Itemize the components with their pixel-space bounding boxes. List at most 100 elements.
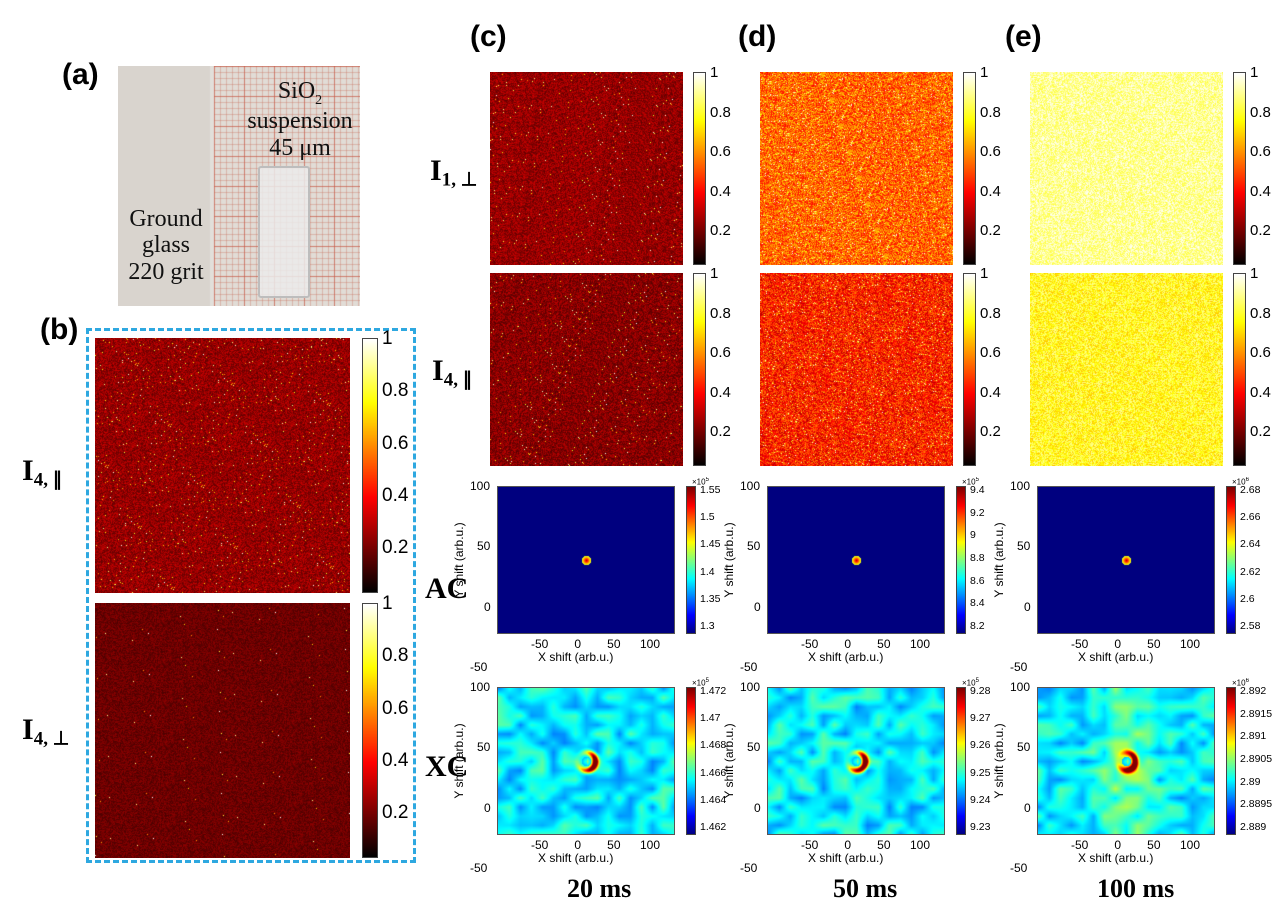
col1-colorbar-i4-tick: 1	[980, 265, 989, 282]
col1-xc-colorbar-tick: 9.24	[970, 793, 991, 806]
col0-ac-map-ytick: 0	[484, 599, 491, 614]
col0-speckle-i1-perp	[490, 72, 683, 265]
col1-ac-map	[767, 486, 945, 634]
col0-xc-colorbar-tick: 1.472	[700, 685, 727, 697]
col2-xc-map-ytick: -50	[1010, 861, 1028, 876]
panel-b-colorbar-top-tick: 0.8	[382, 380, 409, 402]
col2-ac-map-ytick: -50	[1010, 660, 1028, 675]
col2-ac-map-xtick: 50	[1147, 637, 1161, 651]
col2-colorbar-i1-tick: 0.4	[1250, 182, 1271, 200]
col1-xc-colorbar-tick: 9.26	[970, 739, 991, 752]
col1-xc-colorbar-tick: 9.27	[970, 712, 991, 725]
col2-xc-colorbar-tick: 2.891	[1240, 730, 1267, 743]
col0-xc-map-ytick: 0	[484, 800, 491, 815]
col1-ac-map-ytick: 50	[747, 539, 761, 554]
col0-xc-colorbar-tick: 1.468	[700, 739, 727, 752]
col2-ac-colorbar-tick: 2.58	[1240, 620, 1261, 632]
col2-xc-colorbar-tick: 2.8895	[1240, 798, 1273, 811]
col2-ac-colorbar-tick: 2.62	[1240, 565, 1261, 578]
col0-ac-map-xlabel: X shift (arb.u.)	[538, 650, 614, 664]
col1-ac-colorbar-tick: 8.4	[970, 597, 985, 610]
col0-xc-map-ylabel: Y shift (arb.u.)	[452, 723, 466, 799]
col1-ac-map-xtick: 0	[844, 637, 851, 651]
col1-ac-map-ytick: 0	[754, 599, 761, 614]
col1-xc-map-ytick: 100	[740, 680, 761, 694]
col2-ac-map-xtick: -50	[1071, 637, 1089, 651]
col0-colorbar-i4-tick: 0.6	[710, 344, 731, 362]
sample-photo: SiO2 suspension 45 μm Ground glass 220 g…	[118, 66, 360, 306]
col2-ac-colorbar	[1226, 486, 1236, 634]
col1-xc-colorbar	[956, 687, 966, 835]
col2-xc-map-xtick: -50	[1071, 838, 1089, 852]
col2-xc-colorbar-tick: 2.889	[1240, 821, 1267, 833]
col2-colorbar-i4-tick: 0.6	[1250, 344, 1271, 362]
col0-ac-colorbar-tick: 1.3	[700, 620, 715, 632]
panel-b-colorbar-bottom-tick: 0.6	[382, 697, 409, 719]
panel-b-speckle-i4-perp	[95, 603, 350, 858]
col0-xc-colorbar-tick: 1.466	[700, 766, 727, 779]
col2-colorbar-i1-tick: 0.2	[1250, 222, 1271, 240]
panel-b-colorbar-top	[362, 338, 378, 593]
col2-colorbar-i1-tick: 0.6	[1250, 143, 1271, 161]
col1-colorbar-i1	[963, 72, 976, 265]
col2-xc-colorbar	[1226, 687, 1236, 835]
graph-paper-background	[118, 66, 360, 306]
col2-xc-map-ytick: 100	[1010, 680, 1031, 694]
col1-xc-map	[767, 687, 945, 835]
col2-ac-map-ytick: 0	[1024, 599, 1031, 614]
col0-ac-map-xtick: 0	[574, 637, 581, 651]
col0-colorbar-i4-tick: 0.4	[710, 383, 731, 401]
col2-xc-map-xtick: 50	[1147, 838, 1161, 852]
col0-colorbar-i1-tick: 0.4	[710, 182, 731, 200]
col0-colorbar-i1-tick: 0.8	[710, 103, 731, 121]
time-label-50ms: 50 ms	[833, 874, 898, 903]
col1-colorbar-i1-tick: 0.4	[980, 182, 1001, 200]
col1-colorbar-i4-tick: 0.8	[980, 304, 1001, 322]
col0-ac-map-xtick: -50	[531, 637, 549, 651]
col2-xc-map-xlabel: X shift (arb.u.)	[1078, 851, 1154, 865]
col2-colorbar-i1-tick: 1	[1250, 64, 1259, 81]
col2-colorbar-i1	[1233, 72, 1246, 265]
col0-ac-map-ytick: 100	[470, 479, 491, 493]
col0-xc-map	[497, 687, 675, 835]
col1-ac-map-xtick: 100	[909, 637, 930, 651]
col1-xc-map-xtick: 100	[909, 838, 930, 852]
col0-xc-map-xtick: 100	[639, 838, 660, 852]
col2-colorbar-i4-tick: 1	[1250, 265, 1259, 282]
col1-ac-colorbar-tick: 8.8	[970, 552, 985, 564]
col2-xc-map-ytick: 50	[1017, 740, 1031, 755]
row-label-i4-perp-b: I4, ⊥	[22, 713, 70, 750]
col2-colorbar-i4-tick: 0.4	[1250, 383, 1271, 401]
col2-speckle-i1-perp	[1030, 72, 1223, 265]
col2-xc-colorbar-exponent: ×106	[1232, 678, 1249, 688]
col2-ac-colorbar-tick: 2.64	[1240, 538, 1261, 551]
col2-ac-map-xtick: 0	[1114, 637, 1121, 651]
col2-ac-colorbar-exponent: ×106	[1232, 477, 1249, 487]
col2-ac-map-xlabel: X shift (arb.u.)	[1078, 650, 1154, 664]
col2-xc-colorbar-tick: 2.892	[1240, 685, 1267, 697]
col0-ac-map-xtick: 50	[607, 637, 621, 651]
col0-xc-map-xtick: 50	[607, 838, 621, 852]
panel-b-colorbar-bottom-tick: 0.2	[382, 802, 409, 824]
col2-xc-map-ytick: 0	[1024, 800, 1031, 815]
row-label-i4-parallel-b: I4, ∥	[22, 454, 63, 491]
col0-ac-colorbar-tick: 1.4	[700, 565, 715, 578]
col0-xc-map-ytick: 50	[477, 740, 491, 755]
time-label-20ms: 20 ms	[567, 874, 632, 903]
col0-ac-colorbar-tick: 1.5	[700, 511, 715, 524]
row-label-i4-parallel: I4, ∥	[432, 354, 473, 391]
col1-colorbar-i1-tick: 1	[980, 64, 989, 81]
col0-colorbar-i1-tick: 0.2	[710, 222, 731, 240]
col0-xc-map-xlabel: X shift (arb.u.)	[538, 851, 614, 865]
panel-b-dashed-box	[86, 328, 416, 863]
cuvette	[258, 166, 310, 298]
col1-ac-map-ytick: -50	[740, 660, 758, 675]
col0-ac-colorbar-tick: 1.55	[700, 484, 721, 496]
col0-ac-colorbar-tick: 1.35	[700, 592, 721, 605]
panel-b-colorbar-top-tick: 0.2	[382, 537, 409, 559]
col0-colorbar-i4	[693, 273, 706, 466]
col2-colorbar-i4-tick: 0.8	[1250, 304, 1271, 322]
col1-xc-map-ytick: -50	[740, 861, 758, 876]
col2-xc-map-xtick: 0	[1114, 838, 1121, 852]
col1-xc-colorbar-tick: 9.28	[970, 685, 991, 697]
